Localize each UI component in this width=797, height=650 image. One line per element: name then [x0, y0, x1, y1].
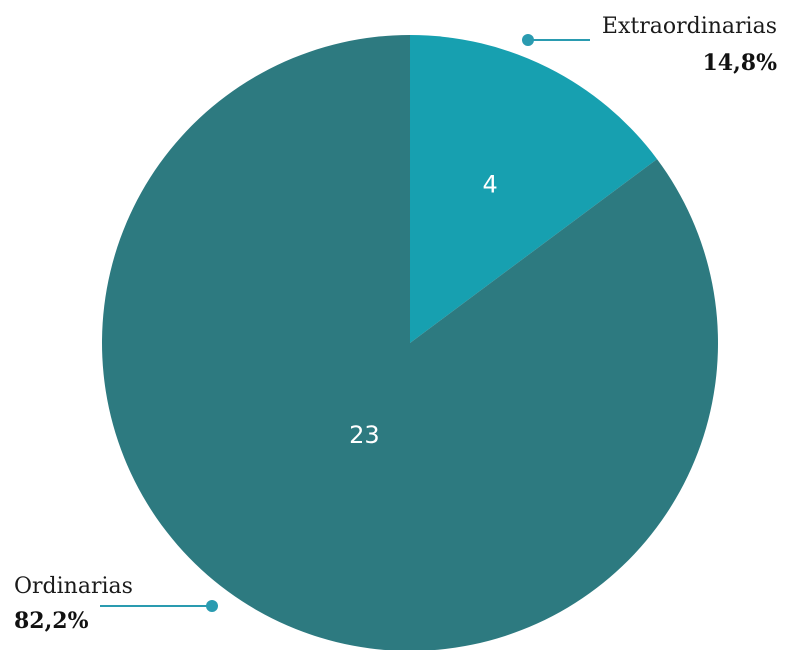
percent-extraordinarias: 14,8% [703, 50, 778, 76]
percent-ordinarias: 82,2% [14, 608, 89, 634]
slice-value-extraordinarias: 4 [483, 170, 498, 198]
callout-extraordinarias: Extraordinarias 14,8% [522, 14, 777, 76]
label-ordinarias: Ordinarias [14, 574, 133, 599]
pie-slices [102, 35, 718, 650]
pie-slice-ordinarias [102, 35, 718, 650]
slice-values: 4 23 [349, 170, 498, 448]
pie-slice-extraordinarias [410, 35, 658, 343]
label-extraordinarias: Extraordinarias [602, 14, 777, 39]
slice-value-ordinarias: 23 [349, 421, 380, 449]
leader-dot-ordinarias [206, 600, 218, 612]
leader-dot-extraordinarias [522, 34, 534, 46]
callout-ordinarias: Ordinarias 82,2% [14, 574, 218, 634]
